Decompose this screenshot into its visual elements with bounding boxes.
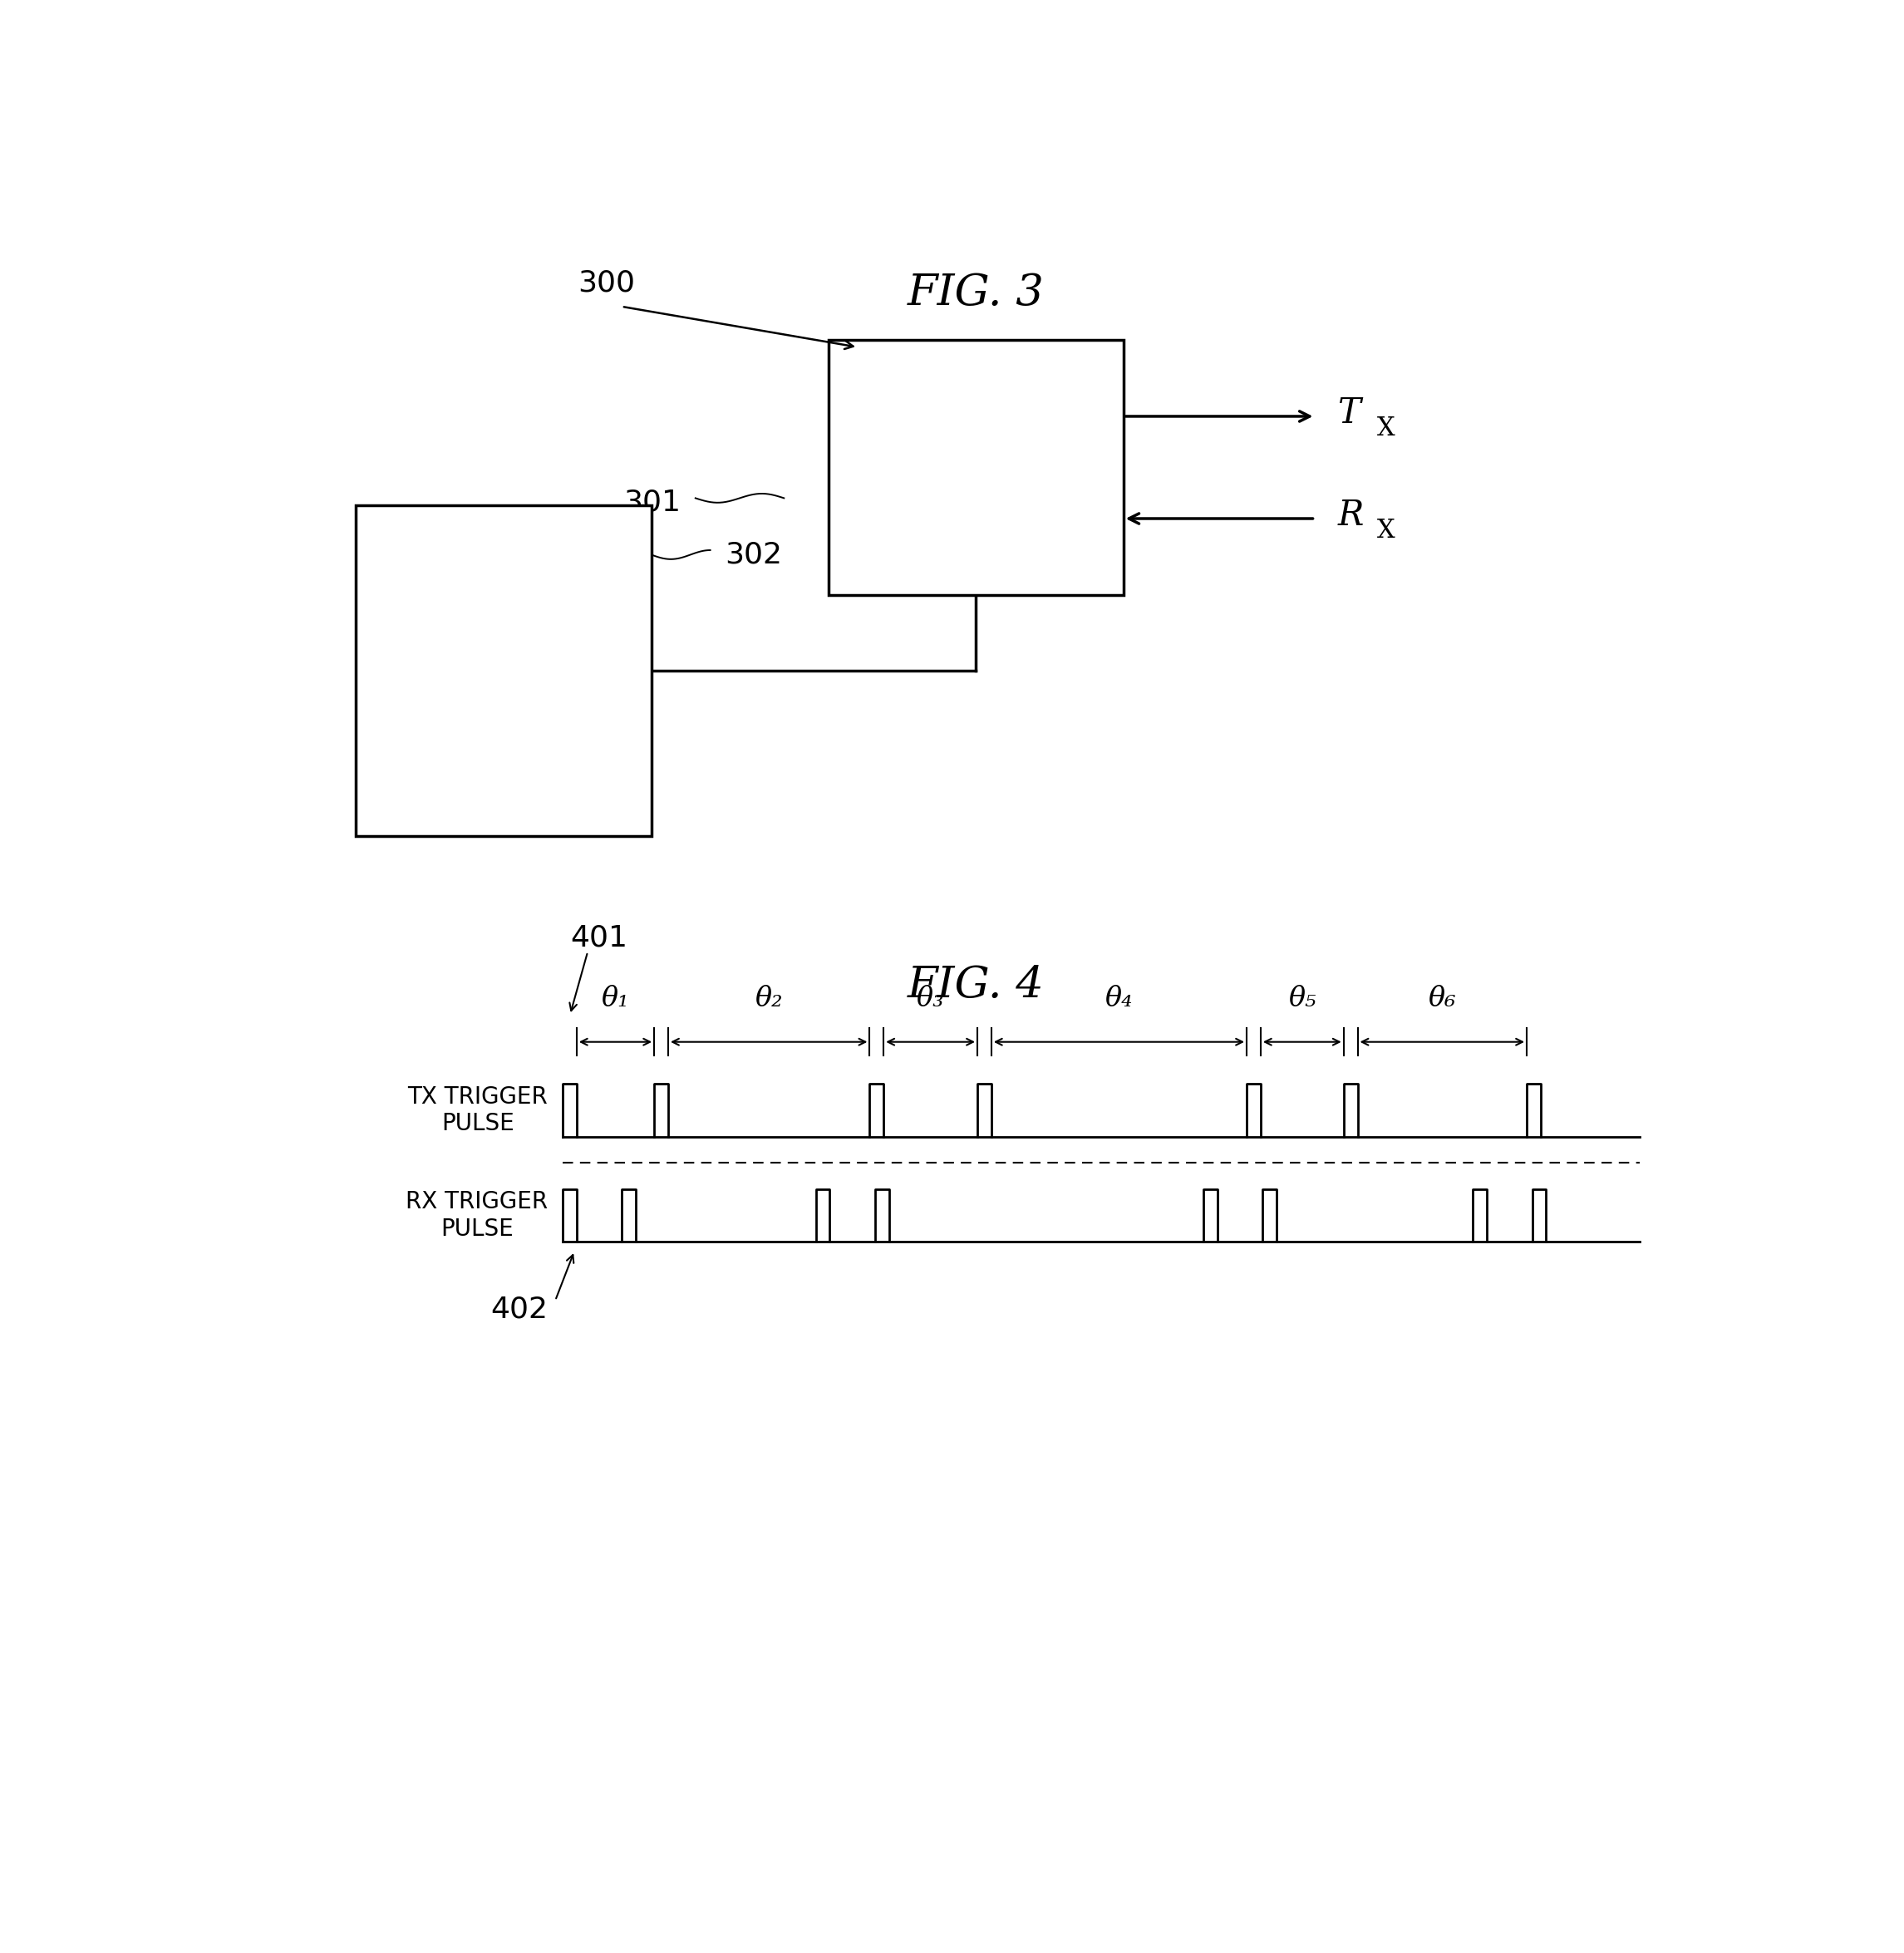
Text: RX TRIGGER
PULSE: RX TRIGGER PULSE — [406, 1191, 548, 1240]
Text: θ₃: θ₃ — [916, 984, 944, 1012]
Text: TX TRIGGER
PULSE: TX TRIGGER PULSE — [407, 1086, 548, 1135]
Text: FIG. 4: FIG. 4 — [908, 963, 1043, 1006]
Text: X: X — [1377, 518, 1396, 543]
Text: θ₄: θ₄ — [1104, 984, 1133, 1012]
Text: 401: 401 — [569, 924, 626, 951]
Text: θ₅: θ₅ — [1289, 984, 1316, 1012]
Text: 301: 301 — [623, 488, 682, 518]
Text: 402: 402 — [491, 1295, 548, 1324]
Bar — [828, 340, 1123, 596]
Text: θ₁: θ₁ — [602, 984, 630, 1012]
Text: θ₂: θ₂ — [756, 984, 783, 1012]
Text: FIG. 3: FIG. 3 — [908, 271, 1043, 314]
Text: R: R — [1337, 498, 1363, 533]
Text: T: T — [1337, 396, 1359, 432]
Text: θ₆: θ₆ — [1428, 984, 1457, 1012]
Text: 300: 300 — [577, 270, 634, 297]
Text: 302: 302 — [725, 541, 783, 568]
Text: X: X — [1377, 416, 1396, 441]
Bar — [356, 506, 651, 836]
